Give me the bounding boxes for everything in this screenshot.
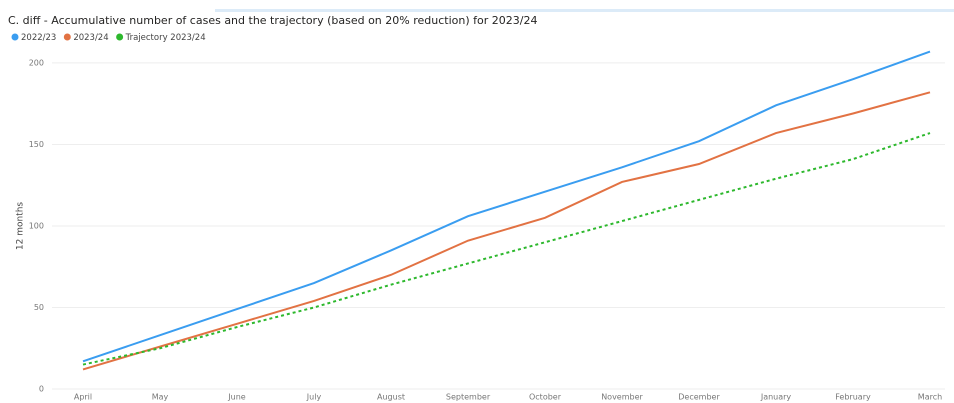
x-tick-label: May	[152, 393, 169, 402]
legend-marker	[11, 33, 19, 41]
x-tick-label: November	[601, 393, 643, 402]
y-tick-label: 100	[29, 221, 44, 230]
y-axis-label: 12 months	[16, 202, 26, 251]
y-tick-label: 0	[39, 385, 44, 394]
series-line	[82, 132, 931, 366]
x-tick-label: August	[377, 393, 405, 402]
chart-title: C. diff - Accumulative number of cases a…	[8, 14, 537, 27]
legend-marker	[63, 33, 71, 41]
series-line	[82, 50, 931, 363]
x-tick-label: December	[678, 393, 720, 402]
x-tick-label: October	[529, 393, 562, 402]
legend-label: Trajectory 2023/24	[125, 33, 206, 43]
x-tick-label: July	[306, 393, 322, 402]
legend-marker	[116, 33, 124, 41]
header-bar	[215, 9, 954, 12]
x-tick-label: February	[835, 393, 871, 402]
x-tick-label: April	[74, 393, 92, 402]
y-tick-label: 150	[29, 140, 44, 149]
x-tick-label: June	[227, 393, 246, 402]
x-tick-label: September	[446, 393, 491, 402]
legend-label: 2022/23	[21, 33, 56, 43]
series-line	[82, 91, 931, 371]
legend-label: 2023/24	[73, 33, 108, 43]
y-tick-label: 50	[34, 303, 44, 312]
y-tick-label: 200	[29, 58, 44, 67]
x-tick-label: January	[760, 393, 792, 402]
x-tick-label: March	[918, 393, 942, 402]
